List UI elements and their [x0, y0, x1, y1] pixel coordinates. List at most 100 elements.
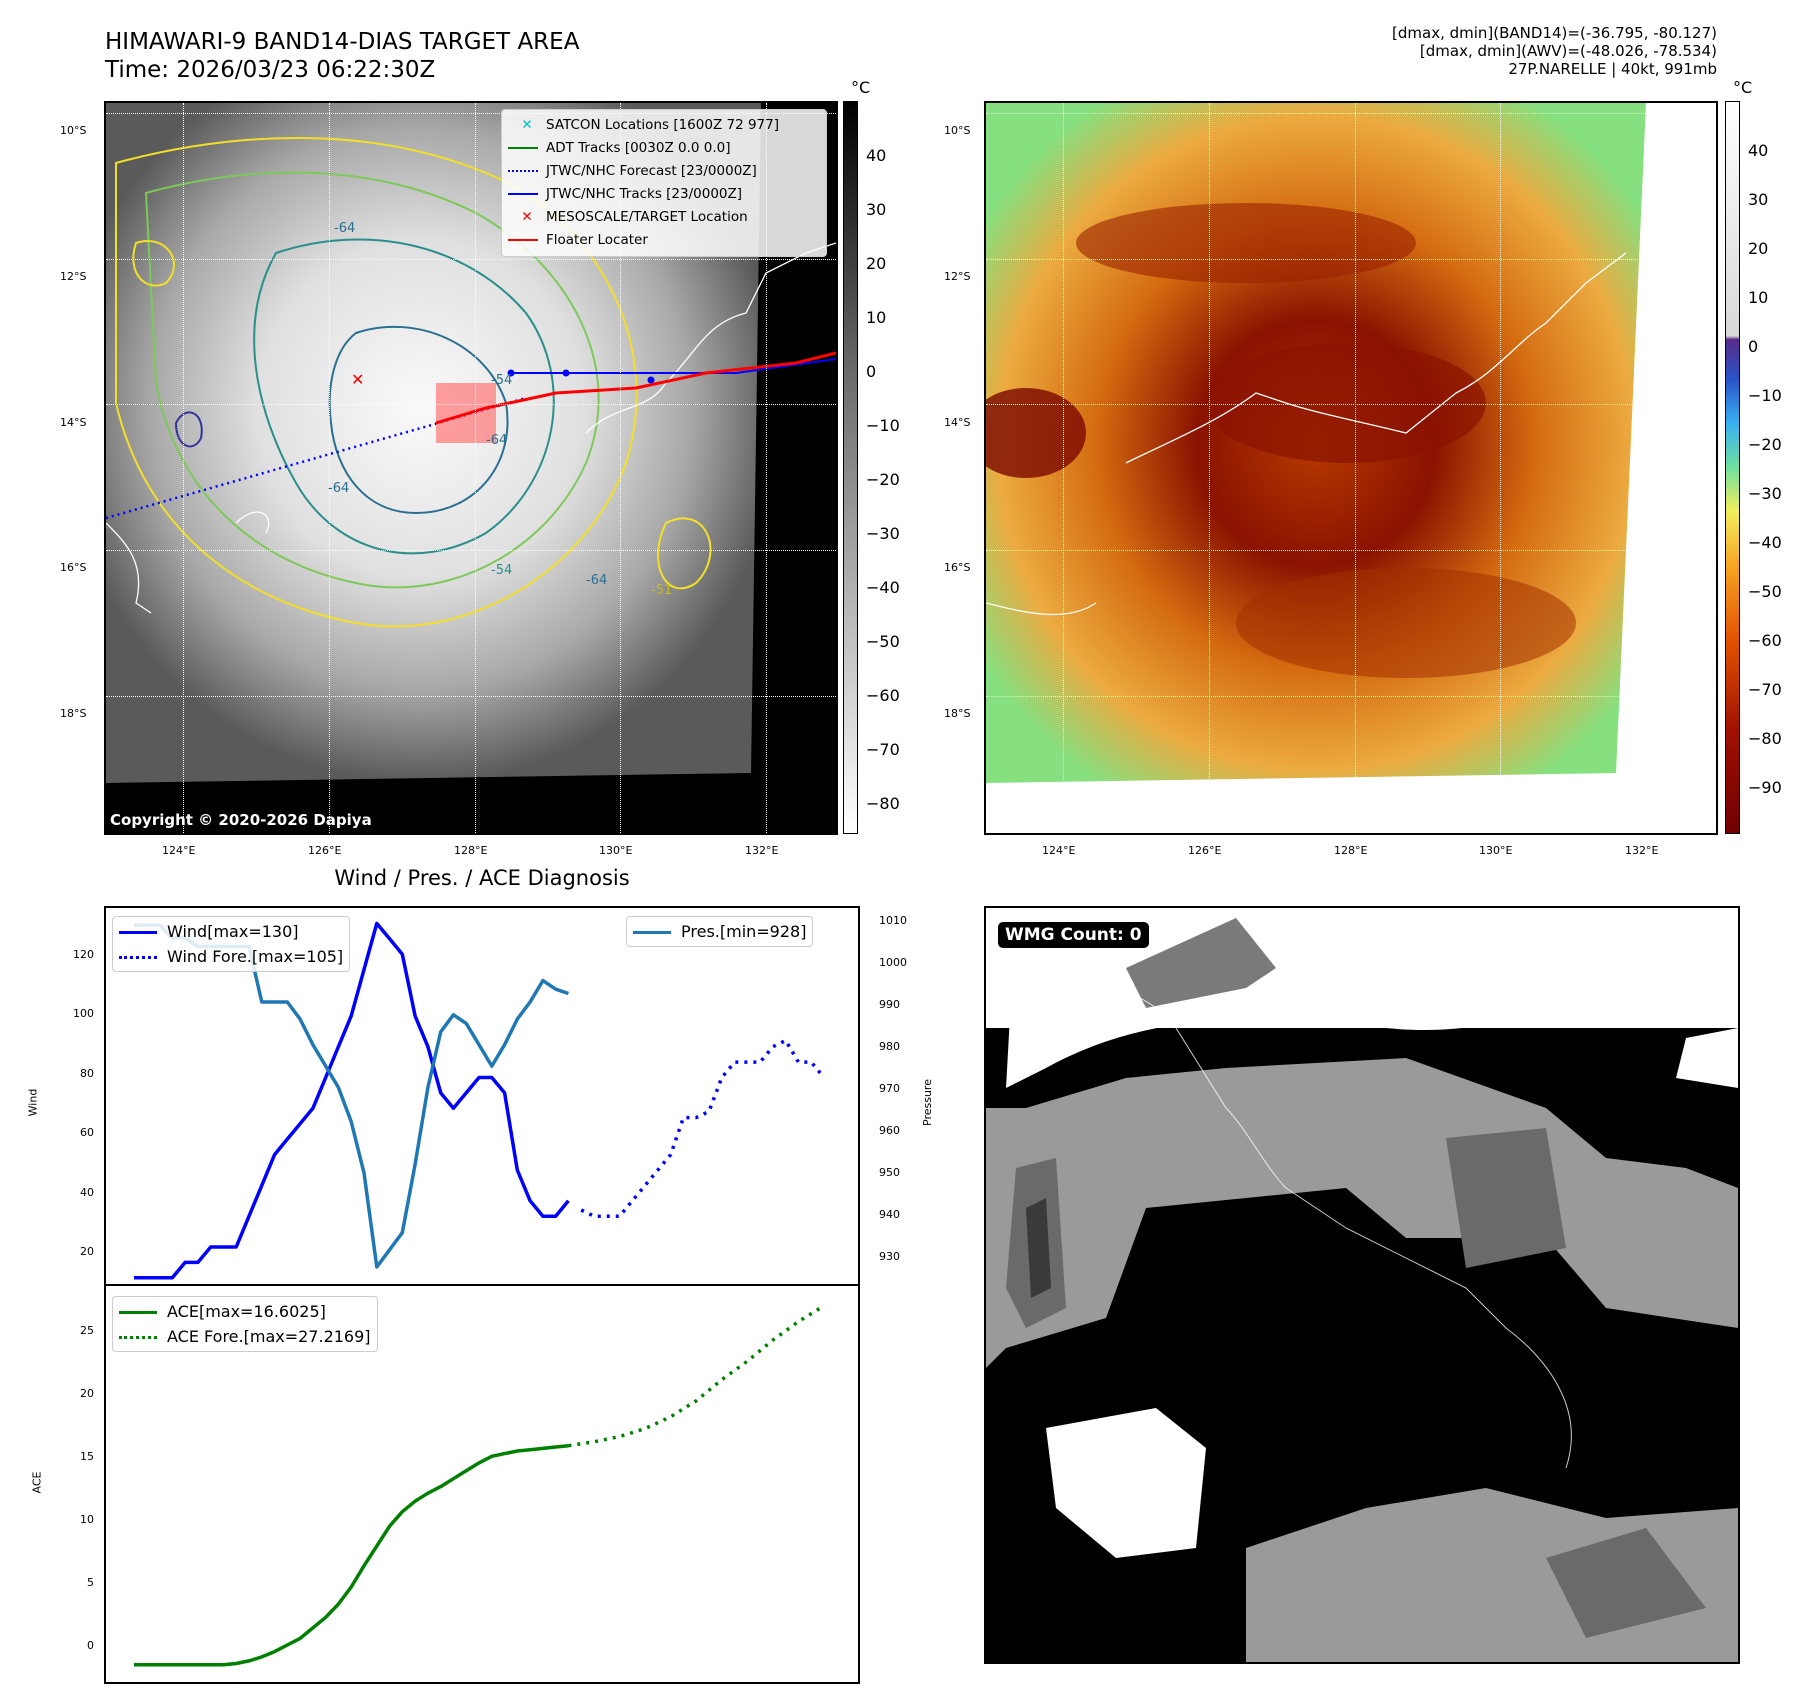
- ace-forecast-line-icon: [119, 1336, 157, 1339]
- ace-tick: 0: [87, 1639, 94, 1652]
- wmg-count-badge: WMG Count: 0: [998, 922, 1149, 948]
- gridline-lat: [986, 259, 1716, 260]
- contour-label: -54: [491, 563, 513, 578]
- ace-tick: 20: [80, 1387, 94, 1400]
- ir-cbar-tick: −10: [866, 416, 900, 435]
- series-line-2-0: [134, 1443, 569, 1667]
- gridline-lon: [183, 103, 184, 833]
- wind-ylabel: Wind: [26, 1088, 40, 1117]
- pres-line-icon: [633, 931, 671, 934]
- track-line-icon: [508, 193, 538, 195]
- lat-label: 12°S: [60, 270, 87, 283]
- ace-line-icon: [119, 1311, 157, 1314]
- diag-lines: [134, 921, 826, 1667]
- pres-ylabel: Pressure: [920, 1079, 934, 1126]
- pres-tick: 970: [879, 1082, 900, 1095]
- awv-cbar-tick: −80: [1748, 729, 1782, 748]
- pres-tick: 930: [879, 1250, 900, 1263]
- awv-colorbar-unit: °C: [1733, 78, 1753, 97]
- adt-line-icon: [508, 147, 538, 149]
- ir-cbar-tick: −40: [866, 578, 900, 597]
- ir-cbar-tick: 30: [866, 200, 887, 219]
- legend-satcon: ✕ SATCON Locations [1600Z 72 977]: [508, 114, 820, 137]
- title-line-1: HIMAWARI-9 BAND14-DIAS TARGET AREA: [105, 29, 580, 55]
- wmg-dark-gray-bottom: [1546, 1528, 1706, 1638]
- awv-map: [986, 103, 1646, 783]
- ace-tick: 15: [80, 1450, 94, 1463]
- ir-legend: ✕ SATCON Locations [1600Z 72 977] ADT Tra…: [501, 109, 827, 257]
- lat-label: 10°S: [60, 124, 87, 137]
- ir-cbar-tick: −30: [866, 524, 900, 543]
- diag-ticks: [98, 915, 866, 1666]
- awv-cbar-tick: −40: [1748, 533, 1782, 552]
- pres-tick: 960: [879, 1124, 900, 1137]
- lon-label: 132°E: [1625, 844, 1659, 857]
- jtwc-point: [647, 376, 655, 384]
- gridline-lon: [329, 103, 330, 833]
- gridline-lat: [106, 550, 836, 551]
- lat-label: 16°S: [944, 561, 971, 574]
- lon-label: 126°E: [1188, 844, 1222, 857]
- copyright: Copyright © 2020-2026 Dapiya: [110, 811, 372, 829]
- ace-axes-frame: [104, 1284, 860, 1684]
- gridline-lat: [106, 696, 836, 697]
- lon-label: 124°E: [1042, 844, 1076, 857]
- wmg-darkest-region: [1026, 1198, 1051, 1298]
- wmg-panel: WMG Count: 0: [984, 906, 1740, 1664]
- ir-colorbar: [843, 101, 858, 834]
- wind-tick: 40: [80, 1186, 94, 1199]
- lon-label: 126°E: [308, 844, 342, 857]
- awv-cbar-tick: −20: [1748, 435, 1782, 454]
- series-line-2-1: [568, 1304, 825, 1448]
- awv-cbar-tick: −90: [1748, 778, 1782, 797]
- lat-label: 10°S: [944, 124, 971, 137]
- ace-tick: 5: [87, 1576, 94, 1589]
- satcon-marker-icon: ✕: [521, 117, 533, 133]
- wmg-dark-gray-region: [1446, 1128, 1566, 1268]
- lat-label: 18°S: [944, 707, 971, 720]
- legend-adt: ADT Tracks [0030Z 0.0 0.0]: [508, 137, 820, 160]
- pres-tick: 980: [879, 1040, 900, 1053]
- storm-info: [dmax, dmin](BAND14)=(-36.795, -80.127) …: [1392, 24, 1717, 78]
- gridline-lon: [1063, 103, 1064, 833]
- gridline-lat: [106, 113, 836, 114]
- ir-cbar-tick: −60: [866, 686, 900, 705]
- ir-image: [106, 103, 761, 783]
- gridline-lat: [986, 404, 1716, 405]
- awv-cbar-tick: −10: [1748, 386, 1782, 405]
- lat-label: 12°S: [944, 270, 971, 283]
- legend-mesoscale: ✕ MESOSCALE/TARGET Location: [508, 206, 820, 229]
- legend-wind-forecast: Wind Fore.[max=105]: [119, 944, 343, 969]
- info-awv: [dmax, dmin](AWV)=(-48.026, -78.534): [1419, 42, 1717, 60]
- contour-label: -54: [491, 373, 513, 388]
- awv-cbar-tick: −60: [1748, 631, 1782, 650]
- wind-tick: 60: [80, 1126, 94, 1139]
- lat-label: 14°S: [60, 416, 87, 429]
- pres-legend: Pres.[min=928]: [626, 916, 814, 947]
- lon-label: 130°E: [1479, 844, 1513, 857]
- contour-label: -64: [328, 481, 350, 496]
- legend-jtwc-forecast: JTWC/NHC Forecast [23/0000Z]: [508, 160, 820, 183]
- jtwc-track: [511, 358, 836, 374]
- wmg-gray-patch: [1126, 918, 1276, 1008]
- contour-label: -51: [651, 583, 673, 598]
- pres-tick: 1010: [879, 914, 907, 927]
- ir-cbar-tick: 20: [866, 254, 887, 273]
- lat-label: 14°S: [944, 416, 971, 429]
- diag-chart: 120 100 80 60 40 20 Wind 1010 1000 990 9…: [26, 906, 934, 1684]
- gridline-lon: [1355, 103, 1356, 833]
- cold-cloud-band: [986, 388, 1086, 478]
- gridline-lat: [986, 113, 1716, 114]
- ace-tick: 10: [80, 1513, 94, 1526]
- legend-floater: Floater Locater: [508, 229, 820, 252]
- wind-forecast-line-icon: [119, 956, 157, 959]
- wmg-map: [986, 908, 1738, 1662]
- awv-cbar-tick: −70: [1748, 680, 1782, 699]
- awv-cbar-tick: 20: [1748, 239, 1769, 258]
- lat-label: 18°S: [60, 707, 87, 720]
- gridline-lon: [1209, 103, 1210, 833]
- contour-label: -64: [586, 573, 608, 588]
- copyright-bg: [106, 803, 406, 833]
- forecast-line-icon: [508, 170, 538, 172]
- ir-cbar-tick: −50: [866, 632, 900, 651]
